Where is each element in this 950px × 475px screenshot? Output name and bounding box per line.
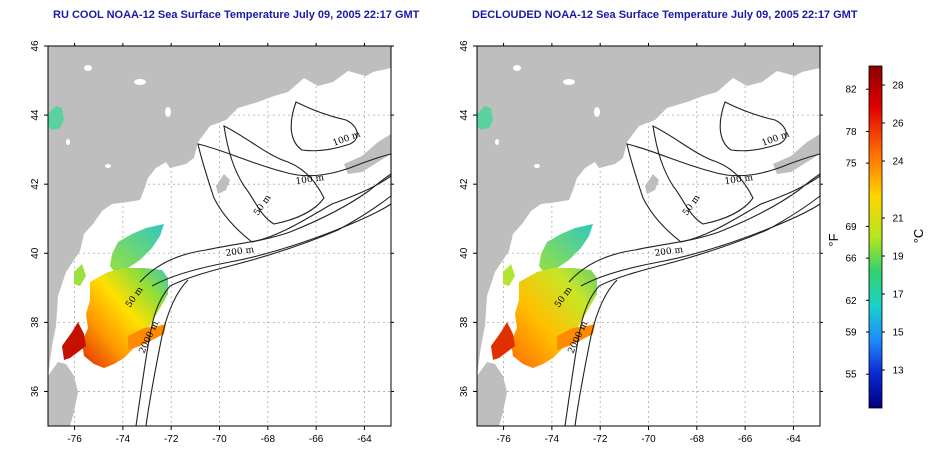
contour-c100b [719, 101, 787, 152]
lake [534, 164, 540, 168]
land-cape-cod [645, 174, 659, 194]
lake [513, 65, 521, 71]
lake [134, 79, 146, 85]
contour-c200 [564, 172, 821, 427]
contour-c100 [197, 143, 392, 243]
celsius-tick-label: 28 [892, 81, 904, 92]
map-layers [48, 46, 392, 427]
lake [165, 107, 171, 117]
map-layers [477, 46, 821, 427]
sst-patch-north [539, 224, 593, 274]
sst-patch-chesapeake [62, 322, 86, 360]
left-panel-title: RU COOL NOAA-12 Sea Surface Temperature … [53, 9, 420, 21]
contour-label: 100 m [295, 173, 325, 187]
land-land-ns [344, 134, 391, 174]
x-tick-label: -70 [212, 434, 227, 445]
contour-c2000 [580, 203, 821, 287]
celsius-tick-label: 17 [892, 290, 904, 301]
lake [495, 139, 499, 145]
contour-c100b [290, 101, 358, 152]
x-tick-label: -76 [67, 434, 82, 445]
fahrenheit-tick-label: 75 [845, 159, 857, 170]
contour-c50 [223, 125, 325, 225]
contour-label: 200 m [654, 245, 684, 259]
fahrenheit-unit-label: °F [826, 233, 841, 246]
sst-patch-chesapeake [491, 322, 515, 360]
celsius-tick-label: 24 [892, 157, 904, 168]
x-tick-label: -66 [309, 434, 324, 445]
x-tick-label: -70 [641, 434, 656, 445]
x-tick-label: -68 [261, 434, 276, 445]
fahrenheit-tick-label: 78 [845, 127, 857, 138]
y-tick-label: 42 [459, 178, 470, 190]
y-tick-label: 40 [30, 247, 41, 259]
sst-patch-gulf [477, 106, 493, 130]
contour-label: 200 m [225, 245, 255, 259]
sst-patch-main [82, 268, 168, 368]
lake [563, 79, 575, 85]
contour-c2000b [145, 279, 189, 427]
sst-patch-gulf [48, 106, 64, 130]
lake [105, 164, 111, 168]
lake [66, 139, 70, 145]
x-tick-label: -72 [593, 434, 608, 445]
contour-label: 100 m [724, 173, 754, 187]
contour-c100 [626, 143, 821, 243]
land-land-south [48, 362, 78, 426]
x-tick-label: -68 [690, 434, 705, 445]
celsius-tick-label: 15 [892, 328, 904, 339]
x-tick-label: -72 [164, 434, 179, 445]
lake [84, 65, 92, 71]
land-land-south [477, 362, 507, 426]
contour-c2000b [574, 279, 618, 427]
celsius-unit-label: °C [911, 229, 926, 244]
y-tick-label: 36 [30, 385, 41, 397]
y-tick-label: 40 [459, 247, 470, 259]
fahrenheit-tick-label: 62 [845, 296, 857, 307]
colorbar-gradient [868, 65, 883, 409]
celsius-tick-label: 26 [892, 119, 904, 130]
y-tick-label: 44 [459, 109, 470, 121]
x-tick-label: -74 [116, 434, 131, 445]
y-tick-label: 38 [459, 316, 470, 328]
sst-patch-spur [557, 324, 595, 350]
land-land-ns [773, 134, 820, 174]
sst-patch-delaware [503, 264, 515, 286]
sst-patch-north [110, 224, 164, 274]
y-tick-label: 46 [30, 40, 41, 52]
sst-patch-spur [128, 324, 166, 350]
y-tick-label: 44 [30, 109, 41, 121]
y-tick-label: 38 [30, 316, 41, 328]
fahrenheit-tick-label: 66 [845, 254, 857, 265]
right-panel-title: DECLOUDED NOAA-12 Sea Surface Temperatur… [472, 9, 858, 21]
land-land [477, 46, 820, 376]
celsius-tick-label: 19 [892, 252, 904, 263]
y-tick-label: 46 [459, 40, 470, 52]
lake [594, 107, 600, 117]
fahrenheit-tick-label: 69 [845, 222, 857, 233]
temperature-colorbar: 28 26 24 21 19 17 15 13 82 78 75 69 66 62 59 55 °F °C [826, 65, 926, 409]
y-tick-label: 42 [30, 178, 41, 190]
x-tick-label: -76 [496, 434, 511, 445]
fahrenheit-tick-label: 59 [845, 328, 857, 339]
contour-c2000 [151, 203, 392, 287]
x-tick-label: -74 [545, 434, 560, 445]
sst-patch-delaware [74, 264, 86, 286]
sst-patch-main [511, 268, 597, 368]
contour-c200 [135, 172, 392, 427]
x-tick-label: -64 [786, 434, 801, 445]
celsius-tick-label: 21 [892, 214, 904, 225]
land-land [48, 46, 391, 376]
contour-c50 [652, 125, 754, 225]
fahrenheit-tick-label: 55 [845, 370, 857, 381]
x-tick-label: -66 [738, 434, 753, 445]
x-tick-label: -64 [357, 434, 372, 445]
y-tick-label: 36 [459, 385, 470, 397]
celsius-tick-label: 13 [892, 366, 904, 377]
land-cape-cod [216, 174, 230, 194]
fahrenheit-tick-label: 82 [845, 85, 857, 96]
